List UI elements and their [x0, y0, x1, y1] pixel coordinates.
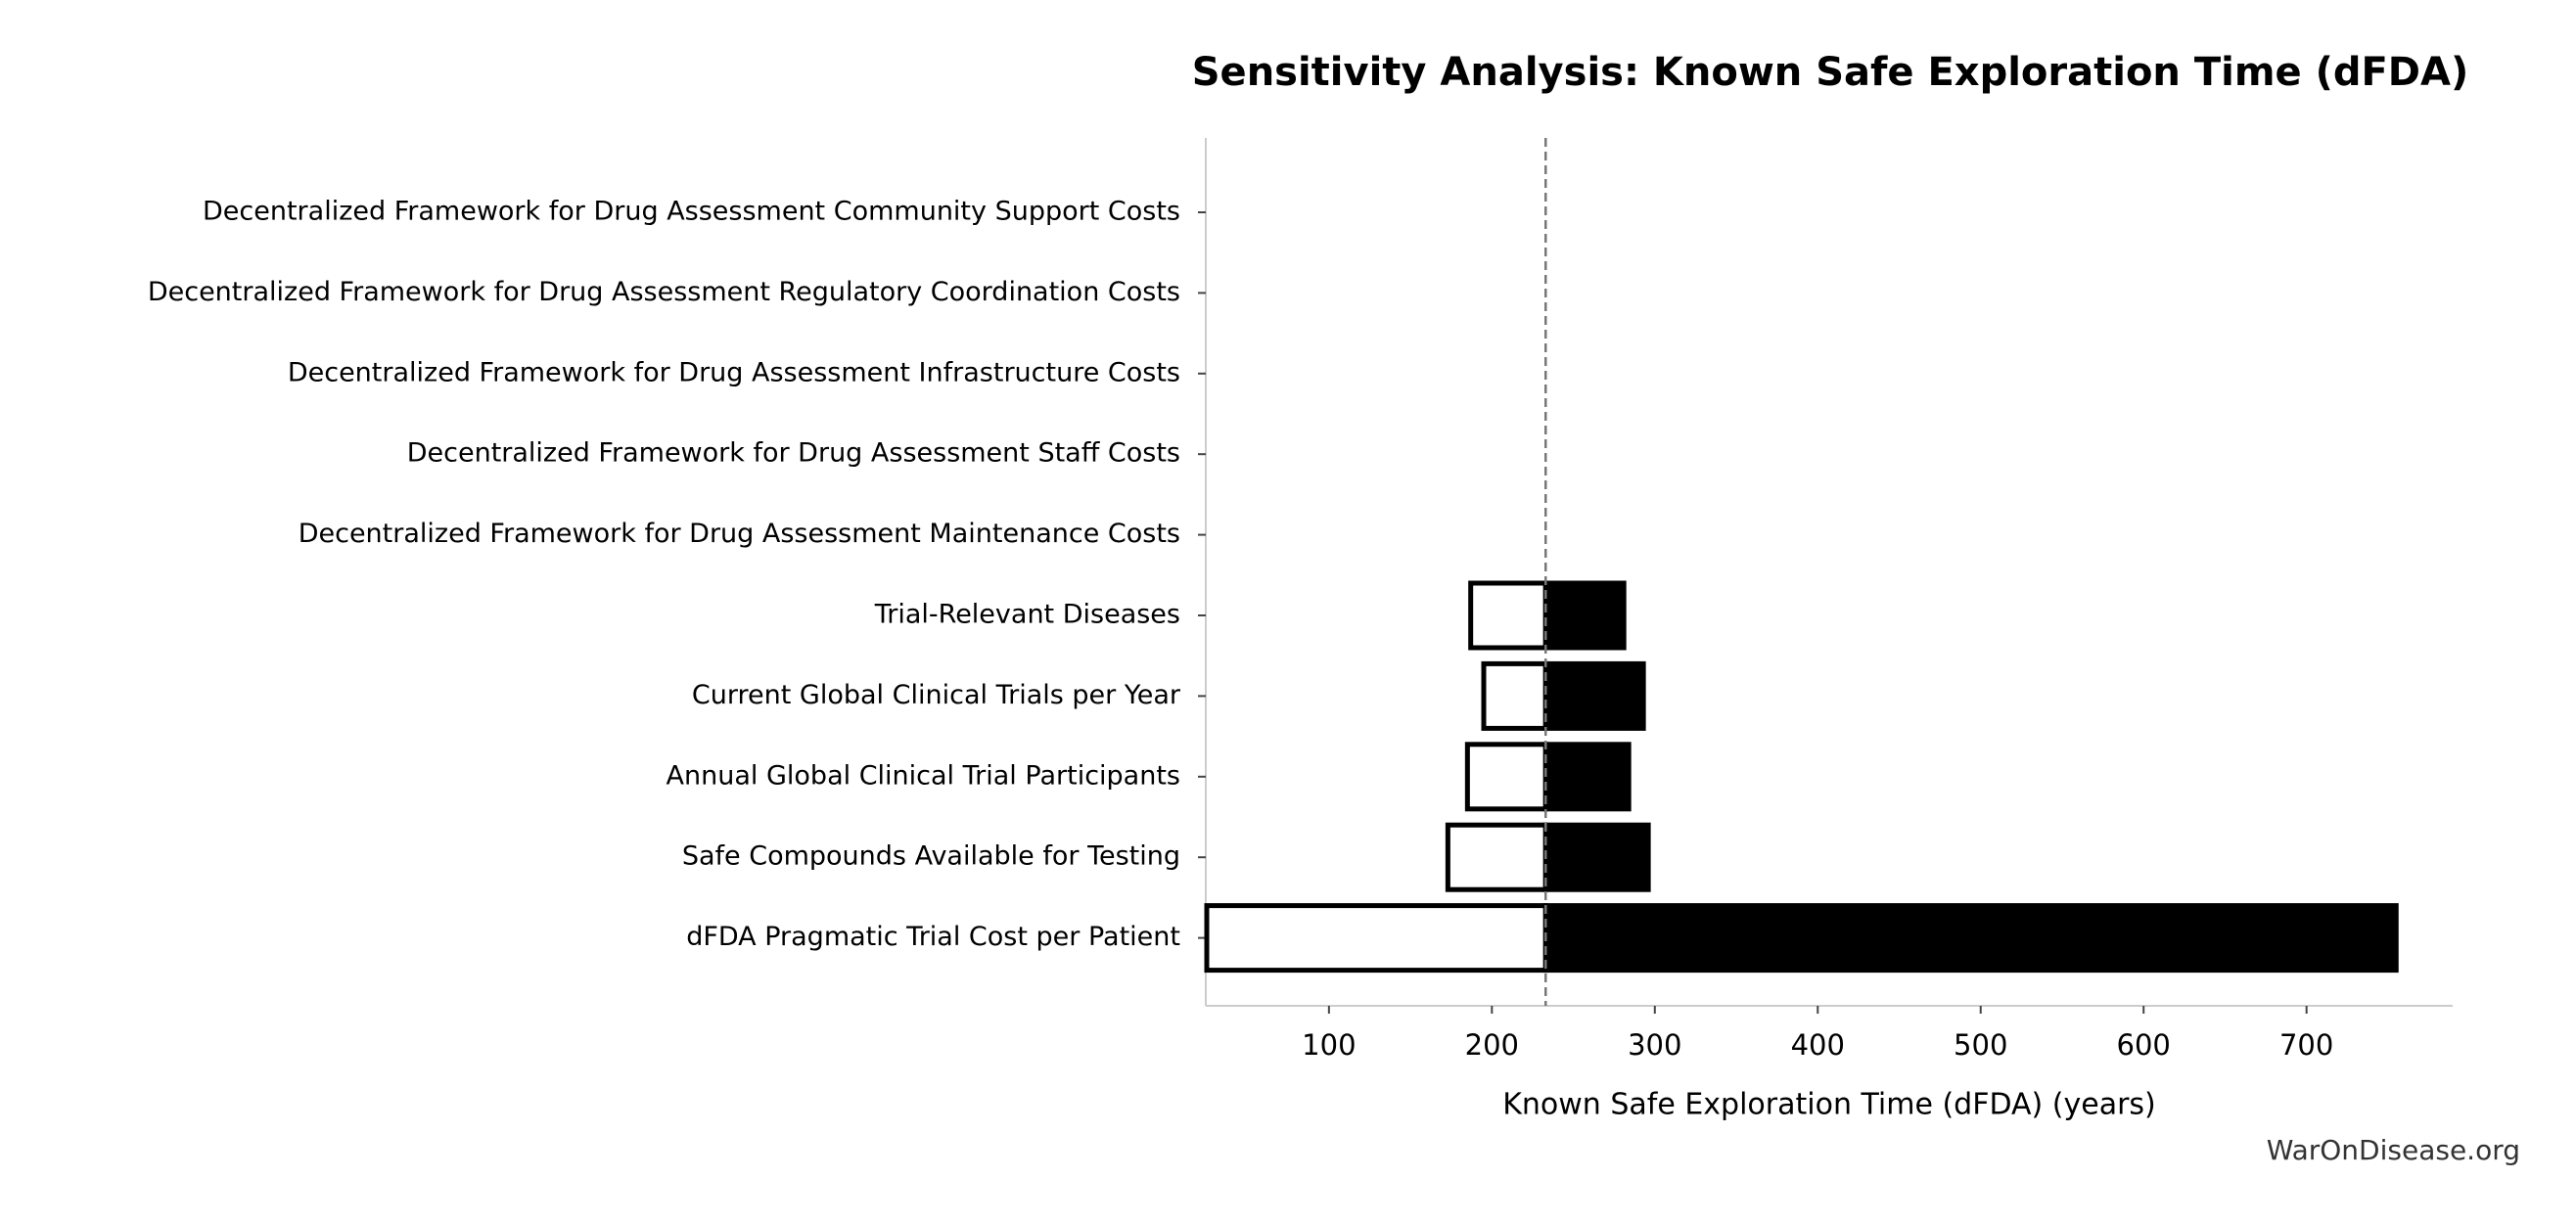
- x-tick-label: 500: [1954, 1028, 2007, 1062]
- x-axis-label: Known Safe Exploration Time (dFDA) (year…: [1502, 1088, 2156, 1122]
- x-tick-label: 200: [1465, 1028, 1519, 1062]
- y-tick-label: Trial-Relevant Diseases: [874, 600, 1180, 630]
- y-tick-label: dFDA Pragmatic Trial Cost per Patient: [686, 922, 1180, 952]
- x-tick-label: 400: [1791, 1028, 1845, 1062]
- y-tick-label: Decentralized Framework for Drug Assessm…: [299, 519, 1180, 549]
- y-tick-label: Safe Compounds Available for Testing: [682, 841, 1180, 872]
- x-tick-label: 300: [1628, 1028, 1681, 1062]
- bar: [1204, 903, 1548, 974]
- footer: WarOnDisease.org: [2267, 1134, 2520, 1166]
- x-tick-label: 700: [2279, 1028, 2333, 1062]
- bar: [1542, 822, 1651, 892]
- chart-title: Sensitivity Analysis: Known Safe Explora…: [1192, 50, 2469, 95]
- bar: [1542, 580, 1627, 651]
- y-tick-label: Decentralized Framework for Drug Assessm…: [288, 357, 1180, 387]
- bar: [1464, 742, 1548, 812]
- y-tick-label: Decentralized Framework for Drug Assessm…: [407, 438, 1180, 469]
- bar: [1542, 903, 2399, 974]
- y-tick-label: Decentralized Framework for Drug Assessm…: [203, 197, 1180, 227]
- bar: [1481, 660, 1548, 731]
- bar: [1468, 580, 1548, 651]
- bar: [1542, 660, 1646, 731]
- bar: [1445, 822, 1548, 892]
- x-tick-label: 600: [2117, 1028, 2171, 1062]
- y-tick-label: Current Global Clinical Trials per Year: [692, 680, 1181, 710]
- y-tick-label: Annual Global Clinical Trial Participant…: [667, 760, 1180, 791]
- bar: [1542, 742, 1632, 812]
- x-tick-label: 100: [1302, 1028, 1356, 1062]
- y-tick-label: Decentralized Framework for Drug Assessm…: [148, 277, 1180, 307]
